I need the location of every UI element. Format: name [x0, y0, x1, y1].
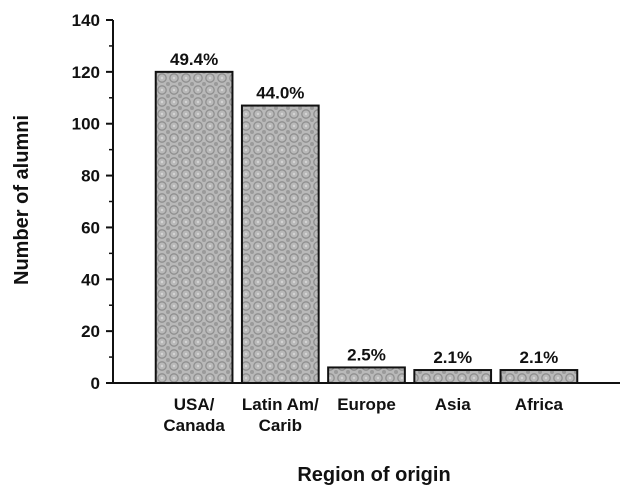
- bar-data-label: 2.5%: [347, 345, 386, 364]
- bar: [240, 104, 320, 384]
- y-tick-label: 0: [91, 374, 100, 393]
- bar-data-label: 2.1%: [520, 348, 559, 367]
- bars: 49.4% 44.0% 2.5% 2.1% 2.1%: [154, 50, 579, 385]
- x-tick-label: Latin Am/Carib: [242, 395, 319, 435]
- y-axis-title: Number of alumni: [11, 115, 33, 285]
- bar-data-label: 49.4%: [170, 50, 218, 69]
- bar: [499, 369, 579, 384]
- x-axis-title: Region of origin: [297, 464, 450, 486]
- x-tick-label: USA/Canada: [163, 395, 225, 435]
- y-tick-label: 20: [81, 322, 100, 341]
- y-tick-label: 140: [72, 11, 100, 30]
- y-tick-label: 120: [72, 63, 100, 82]
- x-tick-label: Europe: [337, 395, 396, 414]
- y-tick-label: 60: [81, 218, 100, 237]
- y-axis: 0 20 40 60 80 100 120 140: [72, 11, 114, 393]
- x-tick-label: Africa: [515, 395, 564, 414]
- x-axis: USA/Canada Latin Am/Carib Europe Asia Africa: [113, 382, 620, 435]
- bar: [327, 366, 406, 385]
- bar: [154, 70, 234, 384]
- y-tick-label: 40: [81, 270, 100, 289]
- y-tick-label: 100: [72, 115, 100, 134]
- y-tick-label: 80: [81, 167, 100, 186]
- bar: [413, 369, 493, 384]
- bar-data-label: 44.0%: [256, 84, 304, 103]
- x-tick-label: Asia: [435, 395, 471, 414]
- bar-data-label: 2.1%: [433, 348, 472, 367]
